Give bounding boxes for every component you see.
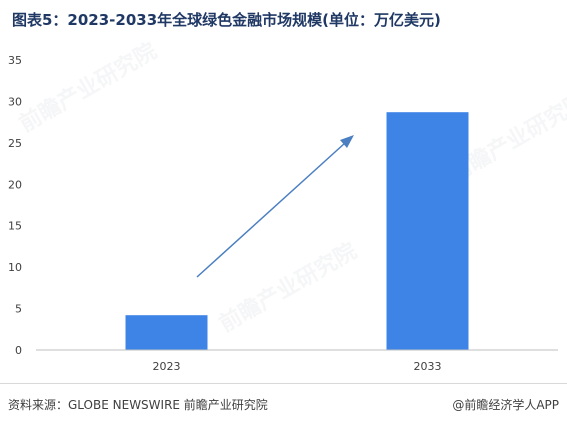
bar-2033 xyxy=(386,112,469,350)
x-tick-label: 2023 xyxy=(153,360,181,373)
trend-arrow-head xyxy=(340,135,354,148)
y-tick-label: 15 xyxy=(8,220,22,233)
trend-arrow-shaft xyxy=(196,142,346,278)
credit-note: @前瞻经济学人APP xyxy=(452,398,559,412)
y-tick-label: 5 xyxy=(15,303,22,316)
chart-title: 图表5：2023-2033年全球绿色金融市场规模(单位：万亿美元) xyxy=(12,11,441,29)
y-tick-label: 30 xyxy=(8,95,22,108)
y-tick-labels: 0 5 10 15 20 25 30 35 xyxy=(8,54,22,357)
trend-arrow xyxy=(196,135,354,278)
y-tick-label: 0 xyxy=(15,344,22,357)
y-tick-label: 35 xyxy=(8,54,22,67)
bars xyxy=(125,112,469,350)
source-note: 资料来源：GLOBE NEWSWIRE 前瞻产业研究院 xyxy=(8,398,268,412)
footer-divider xyxy=(0,383,567,384)
y-tick-label: 10 xyxy=(8,261,22,274)
y-tick-label: 25 xyxy=(8,137,22,150)
x-tick-labels: 2023 2033 xyxy=(153,360,442,373)
x-tick-label: 2033 xyxy=(414,360,442,373)
bar-2023 xyxy=(125,315,208,350)
y-tick-label: 20 xyxy=(8,178,22,191)
